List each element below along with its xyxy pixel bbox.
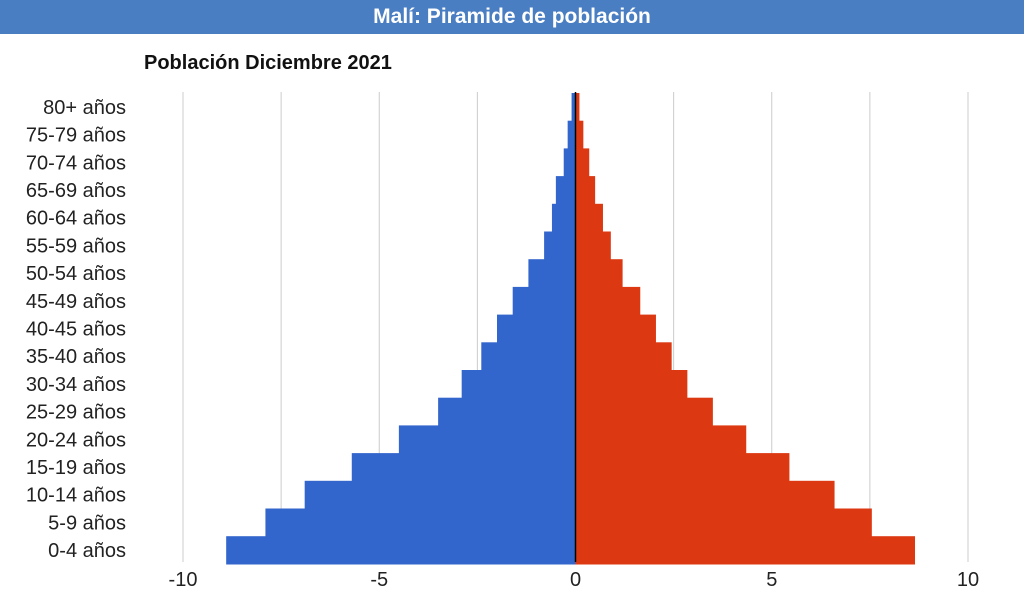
category-label: 55-59 años (26, 235, 126, 257)
bar-right-0[interactable] (575, 93, 580, 122)
x-tick-label: 10 (957, 569, 979, 591)
bar-right-15[interactable] (575, 508, 872, 537)
category-label: 10-14 años (26, 485, 126, 507)
bar-right-10[interactable] (575, 370, 688, 399)
category-label: 60-64 años (26, 208, 126, 230)
bar-left-11[interactable] (438, 397, 576, 426)
bar-right-16[interactable] (575, 536, 916, 565)
category-label: 40-45 años (26, 318, 126, 340)
category-label: 30-34 años (26, 374, 126, 396)
x-tick-label: -10 (169, 569, 198, 591)
category-label: 45-49 años (26, 291, 126, 313)
bar-left-4[interactable] (551, 203, 576, 233)
labels-layer: 80+ años 75-79 años 70-74 años 65-69 años 60… (26, 97, 979, 591)
bar-left-1[interactable] (567, 120, 576, 149)
bar-left-8[interactable] (497, 314, 576, 343)
bar-right-14[interactable] (575, 480, 835, 510)
bars-layer (226, 93, 916, 565)
bar-right-12[interactable] (575, 425, 747, 454)
bar-left-3[interactable] (555, 176, 576, 205)
bar-left-16[interactable] (226, 536, 576, 565)
header-title: Malí: Piramide de población (373, 5, 651, 28)
bar-right-6[interactable] (575, 259, 623, 288)
x-tick-label: 0 (570, 569, 581, 591)
bar-right-1[interactable] (575, 120, 584, 149)
bar-right-3[interactable] (575, 176, 596, 205)
bar-left-10[interactable] (461, 370, 576, 399)
bar-right-7[interactable] (575, 286, 641, 316)
bar-left-0[interactable] (571, 93, 576, 122)
category-label: 15-19 años (26, 457, 126, 479)
category-label: 50-54 años (26, 263, 126, 285)
bar-right-13[interactable] (575, 453, 790, 482)
bar-left-7[interactable] (512, 286, 576, 316)
bar-left-2[interactable] (563, 148, 576, 177)
bar-right-9[interactable] (575, 342, 672, 371)
x-tick-label: 5 (766, 569, 777, 591)
bar-right-5[interactable] (575, 231, 611, 260)
chart-header: Malí: Piramide de población (0, 0, 1024, 34)
bar-left-9[interactable] (481, 342, 576, 371)
bar-left-14[interactable] (304, 480, 576, 510)
x-tick-label: -5 (370, 569, 388, 591)
category-label: 0-4 años (48, 540, 126, 562)
bar-right-2[interactable] (575, 148, 590, 177)
bar-right-11[interactable] (575, 397, 713, 426)
bar-right-8[interactable] (575, 314, 656, 343)
category-label: 25-29 años (26, 402, 126, 424)
bar-left-15[interactable] (265, 508, 576, 537)
bar-left-13[interactable] (351, 453, 576, 482)
category-label: 65-69 años (26, 180, 126, 202)
bar-right-4[interactable] (575, 203, 603, 233)
category-label: 80+ años (43, 97, 126, 119)
category-label: 5-9 años (48, 512, 126, 534)
bar-left-5[interactable] (544, 231, 576, 260)
bar-left-6[interactable] (528, 259, 576, 288)
category-label: 35-40 años (26, 346, 126, 368)
category-label: 75-79 años (26, 125, 126, 147)
bar-left-12[interactable] (398, 425, 576, 454)
category-label: 20-24 años (26, 429, 126, 451)
category-label: 70-74 años (26, 152, 126, 174)
chart-title: Población Diciembre 2021 (144, 52, 392, 74)
